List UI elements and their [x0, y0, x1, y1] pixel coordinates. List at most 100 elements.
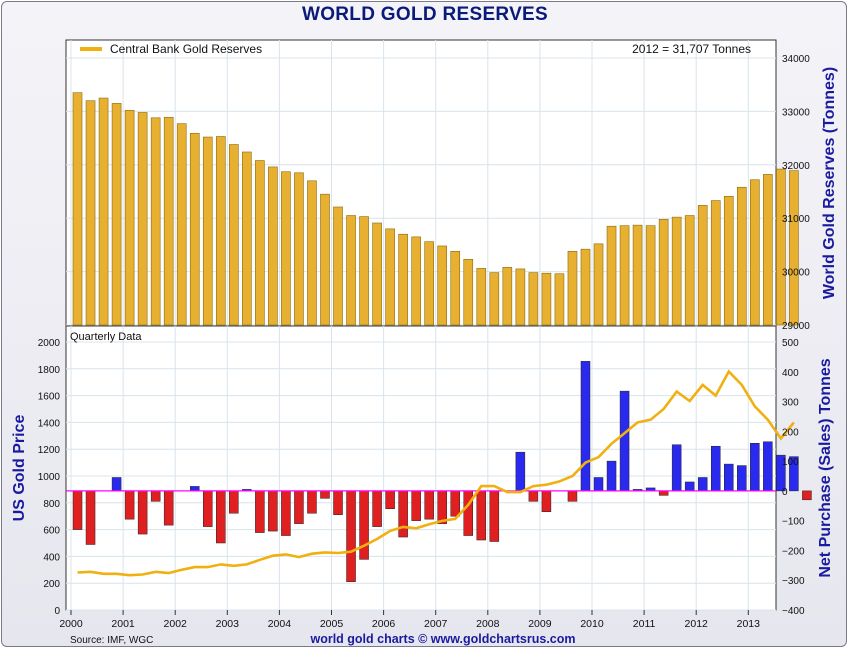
sale-bar: [255, 490, 265, 533]
x-tick-label: 2005: [320, 618, 344, 630]
reserve-bar: [697, 205, 708, 326]
purchase-bar: [710, 445, 721, 492]
sale-bar: [294, 490, 304, 524]
gold-price-line: [77, 369, 795, 577]
sale-bar: [137, 490, 148, 535]
legend-label: Central Bank Gold Reserves: [110, 42, 262, 56]
sale-bar: [124, 490, 135, 520]
x-tick-label: 2013: [737, 618, 761, 630]
sale-bar: [72, 490, 83, 530]
reserve-bar: [684, 215, 695, 326]
sale-bar: [489, 490, 500, 542]
reserve-bar: [463, 259, 474, 326]
reserve-bar: [359, 216, 369, 326]
reserve-bar: [202, 136, 213, 326]
sale-bar: [216, 490, 226, 544]
left-y-tick-labels: 0 200 400 600 800 1000 1200 1400 1600 1800 2000: [38, 338, 61, 617]
sale-bar: [268, 490, 278, 532]
bottom-plot-area: [65, 325, 777, 611]
reserve-bar: [789, 170, 799, 326]
purchase-bar: [619, 390, 630, 492]
sale-bar: [163, 490, 174, 526]
left-y-tick: 600: [43, 526, 60, 537]
credit-line: world gold charts © www.goldchartsrus.co…: [309, 632, 575, 646]
reserve-annotation: 2012 = 31,707 Tonnes: [632, 42, 751, 56]
left-y-tick: 2000: [38, 338, 61, 349]
reserve-bar: [567, 251, 578, 326]
reserve-bar: [763, 174, 773, 326]
reserve-bar: [476, 268, 487, 326]
reserve-bar: [424, 241, 434, 326]
reserve-bar: [736, 186, 747, 326]
reserve-bar: [541, 272, 552, 326]
reserve-bar: [723, 196, 734, 326]
purchase-bar: [697, 477, 708, 492]
top-y-tick: 29000: [782, 321, 810, 332]
right-y-tick: 400: [782, 368, 799, 379]
source-note: Source: IMF, WGC: [70, 635, 153, 646]
sale-bar: [333, 490, 343, 515]
purchase-bar: [737, 465, 747, 492]
top-reserve-bars: [72, 92, 799, 326]
left-y-tick: 1200: [38, 445, 61, 456]
sale-bar: [281, 490, 291, 536]
reserve-bar: [176, 123, 187, 326]
top-y-tick-labels: 29000 30000 31000 32000 33000 34000: [782, 54, 810, 332]
right-y-tick: −200: [782, 546, 805, 557]
purchase-bar: [789, 456, 799, 492]
chart-title: WORLD GOLD RESERVES: [301, 4, 549, 25]
reserve-bar: [450, 251, 461, 326]
reserve-bar: [294, 172, 304, 326]
right-y-tick: −400: [782, 606, 805, 617]
right-y-tick: −300: [782, 576, 805, 587]
reserve-bar: [85, 100, 96, 326]
sale-bar: [359, 490, 369, 560]
sale-bar: [320, 490, 330, 499]
left-y-tick: 1600: [38, 392, 61, 403]
top-y-tick: 33000: [782, 107, 810, 118]
left-y-tick: 1400: [38, 418, 61, 429]
purchase-bar: [763, 441, 773, 492]
quarterly-data-label: Quarterly Data: [70, 331, 142, 343]
reserve-bar: [255, 160, 265, 326]
sale-bar: [541, 490, 552, 512]
sale-bar: [411, 490, 421, 521]
sale-bar: [398, 490, 408, 538]
reserve-bar: [750, 179, 760, 326]
top-y-tick: 31000: [782, 214, 810, 225]
reserve-bar: [281, 171, 291, 326]
purchase-bar: [111, 477, 122, 492]
x-tick-labels: 2000 2001 2002 2003 2004 2005 2006 2007 2008 2009…: [59, 610, 760, 630]
purchase-bar: [606, 460, 617, 492]
left-y-tick: 800: [43, 499, 60, 510]
purchase-bar: [593, 477, 604, 492]
sale-bar: [528, 490, 539, 502]
reserve-bar: [710, 200, 721, 326]
reserve-bar: [72, 92, 83, 326]
x-tick-label: 2002: [164, 618, 188, 630]
sale-bar: [450, 490, 460, 517]
reserve-bar: [632, 224, 643, 326]
top-y-tick: 34000: [782, 54, 810, 65]
reserve-bar: [606, 225, 617, 326]
sale-bar: [85, 490, 96, 545]
x-tick-label: 2006: [372, 618, 396, 630]
right-y-tick: 500: [782, 338, 799, 349]
sale-bar: [385, 490, 395, 510]
reserve-bar: [671, 216, 682, 326]
x-tick-label: 2003: [216, 618, 240, 630]
right-y-tick: 200: [782, 427, 799, 438]
purchase-bar: [684, 481, 695, 492]
left-y-tick: 1000: [38, 472, 61, 483]
reserve-bar: [437, 245, 448, 326]
sale-bar: [463, 490, 474, 536]
reserve-bar: [215, 136, 226, 326]
purchase-bar: [776, 454, 786, 492]
reserve-bar: [502, 267, 513, 326]
sale-bar: [229, 490, 239, 514]
purchase-bar: [189, 486, 200, 492]
top-y-tick: 32000: [782, 161, 810, 172]
reserve-bar: [385, 228, 395, 326]
reserve-bar: [528, 272, 539, 326]
sale-bar: [424, 490, 434, 520]
